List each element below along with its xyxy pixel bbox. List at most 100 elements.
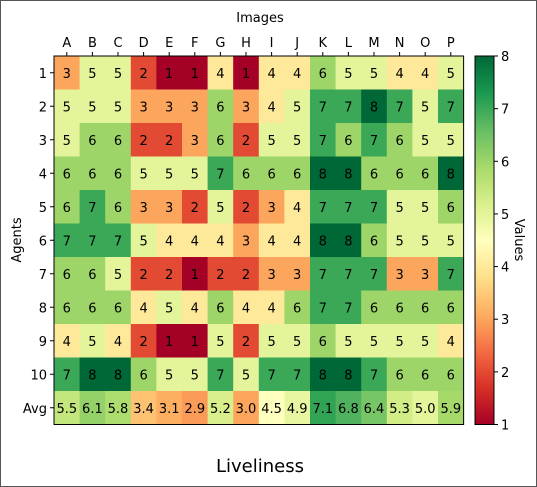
x-tick-label: K [319, 36, 328, 51]
cell-value-label: 2 [139, 134, 147, 149]
cell-value-label: 5.0 [415, 402, 436, 417]
y-tick-label: 1 [39, 67, 47, 82]
cell-value-label: 6 [370, 234, 378, 249]
heatmap-cell [54, 324, 81, 358]
cell-value-label: 5 [344, 335, 352, 350]
heatmap-cell [105, 391, 132, 425]
cell-value-label: 3 [191, 100, 199, 115]
x-axis-title: Images [236, 11, 284, 26]
cell-value-label: 6 [395, 167, 403, 182]
heatmap-cell [79, 391, 106, 425]
colorbar-tick-label: 4 [501, 261, 509, 276]
heatmap-cell [310, 156, 337, 191]
heatmap-cell [156, 324, 183, 358]
cell-value-label: 6.8 [338, 402, 359, 417]
cell-value-label: 6 [242, 167, 250, 182]
heatmap-cell [130, 190, 157, 224]
heatmap-cell [386, 357, 413, 392]
heatmap-cell [130, 324, 157, 358]
heatmap-cell [412, 89, 439, 124]
cell-value-label: 6 [88, 268, 96, 283]
y-tick-label: 7 [39, 268, 47, 283]
colorbar-tick-label: 1 [501, 419, 509, 434]
heatmap-cell [284, 391, 311, 425]
heatmap-cell [310, 290, 337, 325]
cell-value-label: 6 [267, 167, 275, 182]
cell-value-label: 5 [191, 167, 199, 182]
cell-value-label: 5 [293, 134, 301, 149]
heatmap-cell [310, 223, 337, 258]
heatmap-cell [310, 123, 337, 157]
heatmap-cell [207, 257, 234, 291]
heatmap-cell [335, 56, 362, 90]
cell-value-label: 8 [447, 167, 455, 182]
heatmap-cell [258, 156, 285, 191]
cell-value-label: 4 [114, 335, 122, 350]
cell-value-label: 5 [63, 100, 71, 115]
heatmap-cell [412, 223, 439, 258]
heatmap-cell [130, 257, 157, 291]
cell-value-label: 6 [370, 167, 378, 182]
cell-value-label: 6 [139, 368, 147, 383]
heatmap-cell [361, 56, 388, 90]
cell-value-label: 5 [395, 335, 403, 350]
heatmap-cell [182, 123, 209, 157]
cell-value-label: 3 [395, 268, 403, 283]
heatmap-cell [54, 89, 81, 124]
heatmap-cell [310, 89, 337, 124]
heatmap-cell [54, 391, 81, 425]
cell-value-label: 8 [344, 167, 352, 182]
cell-value-label: 2 [191, 201, 199, 216]
y-tick-label: 8 [39, 301, 47, 316]
heatmap-cell [79, 324, 106, 358]
cell-value-label: 5.8 [108, 402, 129, 417]
cell-value-label: 6 [114, 301, 122, 316]
cell-value-label: 4 [395, 67, 403, 82]
heatmap-cell [233, 156, 260, 191]
cell-value-label: 5 [370, 335, 378, 350]
cell-value-label: 6 [447, 201, 455, 216]
heatmap-cell [412, 391, 439, 425]
cell-value-label: 1 [191, 335, 199, 350]
heatmap-cell [438, 123, 465, 157]
cell-value-label: 8 [319, 234, 327, 249]
cell-value-label: 6 [421, 167, 429, 182]
cell-value-label: 5 [63, 134, 71, 149]
cell-value-label: 8 [319, 167, 327, 182]
cell-value-label: 4 [447, 335, 455, 350]
cell-value-label: 7 [216, 167, 224, 182]
heatmap-cell [284, 89, 311, 124]
heatmap-cell [438, 357, 465, 392]
heatmap-cell [258, 257, 285, 291]
heatmap-cell [54, 156, 81, 191]
colorbar-tick-label: 5 [501, 208, 509, 223]
colorbar: 1 2 3 4 5 6 7 8 [474, 50, 509, 434]
heatmap-cell [105, 223, 132, 258]
heatmap-cell [335, 324, 362, 358]
heatmap-cell [105, 56, 132, 90]
cell-value-label: 6 [114, 201, 122, 216]
heatmap-cell [105, 123, 132, 157]
cell-value-label: 1 [165, 335, 173, 350]
cell-value-label: 6.1 [82, 402, 103, 417]
cell-value-label: 3 [191, 134, 199, 149]
x-tick-label: O [420, 36, 430, 51]
heatmap-cell [79, 156, 106, 191]
cell-value-label: 6 [63, 201, 71, 216]
heatmap-cell [386, 156, 413, 191]
cell-value-label: 6 [216, 134, 224, 149]
cell-value-label: 6 [370, 301, 378, 316]
cell-value-label: 5 [165, 301, 173, 316]
cell-value-label: 3 [139, 100, 147, 115]
cell-value-label: 6 [319, 67, 327, 82]
cell-value-label: 6 [421, 301, 429, 316]
heatmap-cell [207, 290, 234, 325]
heatmap-cell [130, 290, 157, 325]
y-tick-label: 5 [39, 201, 47, 216]
cell-value-label: 3 [165, 201, 173, 216]
cell-value-label: 7 [63, 368, 71, 383]
heatmap-cell [79, 357, 106, 392]
heatmap-cell [130, 357, 157, 392]
heatmap-cell [284, 123, 311, 157]
heatmap-cell [156, 257, 183, 291]
